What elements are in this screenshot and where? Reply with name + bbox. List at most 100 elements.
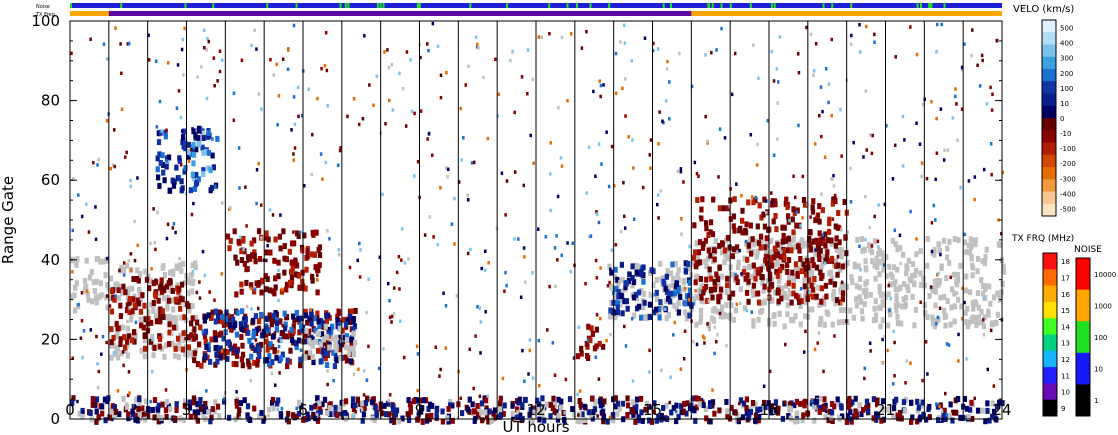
echo-cell — [74, 280, 79, 287]
echo-cell — [716, 298, 721, 305]
echo-cell — [874, 255, 879, 262]
echo-cell — [256, 281, 261, 288]
echo-cell — [171, 182, 177, 189]
echo-cell — [630, 282, 635, 289]
echo-cell — [313, 403, 318, 410]
echo-cell — [315, 417, 321, 424]
echo-cell — [239, 248, 244, 255]
echo-cell — [609, 269, 614, 276]
scatter-cell — [796, 52, 800, 56]
scatter-cell — [935, 49, 938, 54]
echo-cell — [817, 302, 822, 308]
y-tick-label: 60 — [41, 171, 60, 189]
echo-cell — [189, 332, 194, 339]
scatter-cell — [973, 197, 976, 202]
echo-cell — [235, 309, 240, 316]
echo-cell — [303, 285, 308, 292]
echo-cell — [138, 295, 144, 302]
scatter-cell — [772, 153, 776, 158]
echo-cell — [609, 313, 615, 320]
echo-cell — [303, 308, 308, 315]
echo-cell — [80, 413, 85, 420]
echo-cell — [769, 257, 774, 264]
scatter-cell — [96, 163, 99, 167]
scatter-cell — [656, 47, 660, 51]
scatter-cell — [220, 310, 223, 315]
colorbar-frame — [1075, 257, 1091, 417]
echo-cell — [132, 338, 137, 345]
echo-cell — [674, 402, 679, 409]
scatter-cell — [985, 102, 989, 106]
echo-cell — [937, 247, 942, 254]
echo-cell — [515, 406, 520, 413]
scatter-cell — [830, 37, 834, 42]
scatter-cell — [501, 376, 505, 381]
echo-cell — [725, 234, 731, 241]
echo-cell — [131, 329, 137, 336]
echo-cell — [763, 404, 768, 411]
echo-cell — [98, 258, 103, 265]
echo-cell — [816, 284, 821, 291]
echo-cell — [118, 340, 123, 347]
echo-cell — [791, 229, 796, 236]
scatter-cell — [710, 50, 713, 55]
scatter-cell — [819, 85, 823, 89]
scatter-cell — [734, 272, 737, 277]
echo-cell — [180, 139, 185, 146]
scatter-cell — [118, 283, 121, 288]
scatter-cell — [740, 194, 743, 198]
scatter-cell — [619, 229, 623, 234]
scatter-cell — [277, 298, 280, 303]
colorbar-swatch — [1043, 367, 1057, 384]
echo-cell — [251, 333, 256, 340]
scatter-cell — [360, 408, 364, 412]
scatter-cell — [992, 384, 996, 388]
echo-cell — [317, 252, 323, 259]
scatter-cell — [849, 166, 852, 171]
echo-cell — [970, 272, 975, 279]
scatter-cell — [133, 258, 137, 263]
colorbar-tick-label: 100 — [1094, 334, 1107, 342]
scatter-cell — [688, 244, 691, 249]
echo-cell — [386, 411, 392, 418]
scatter-cell — [332, 378, 335, 383]
echo-cell — [347, 336, 352, 343]
scatter-cell — [630, 59, 634, 63]
echo-cell — [167, 321, 172, 328]
scatter-cell — [95, 334, 98, 339]
echo-cell — [994, 403, 1000, 410]
echo-cell — [825, 237, 830, 244]
scatter-cell — [934, 218, 937, 222]
scatter-cell — [297, 114, 300, 119]
echo-cell — [756, 240, 762, 247]
echo-cell — [803, 293, 808, 300]
scatter-cell — [563, 411, 566, 415]
echo-cell — [1001, 266, 1007, 273]
echo-cell — [639, 287, 644, 294]
scatter-cell — [585, 29, 588, 34]
x-tick-label: 9 — [415, 401, 425, 419]
echo-cell — [701, 289, 706, 296]
echo-cell — [102, 396, 108, 403]
echo-cell — [809, 400, 815, 407]
scatter-cell — [680, 216, 683, 221]
scatter-cell — [551, 341, 555, 345]
scatter-cell — [1001, 170, 1004, 175]
scatter-cell — [687, 297, 691, 302]
echo-cell — [836, 210, 841, 217]
echo-cell — [641, 264, 646, 271]
echo-cell — [817, 321, 822, 328]
scatter-cell — [932, 203, 936, 208]
echo-cell — [321, 347, 326, 354]
echo-cell — [280, 330, 285, 337]
scatter-cell — [608, 280, 611, 285]
scatter-cell — [361, 117, 365, 121]
echo-cell — [204, 149, 209, 156]
echo-cell — [681, 408, 686, 415]
scatter-cell — [899, 261, 902, 266]
echo-cell — [122, 334, 127, 341]
scatter-cell — [180, 47, 184, 52]
echo-cell — [932, 251, 937, 258]
echo-cell — [333, 339, 339, 346]
echo-cell — [612, 274, 618, 280]
